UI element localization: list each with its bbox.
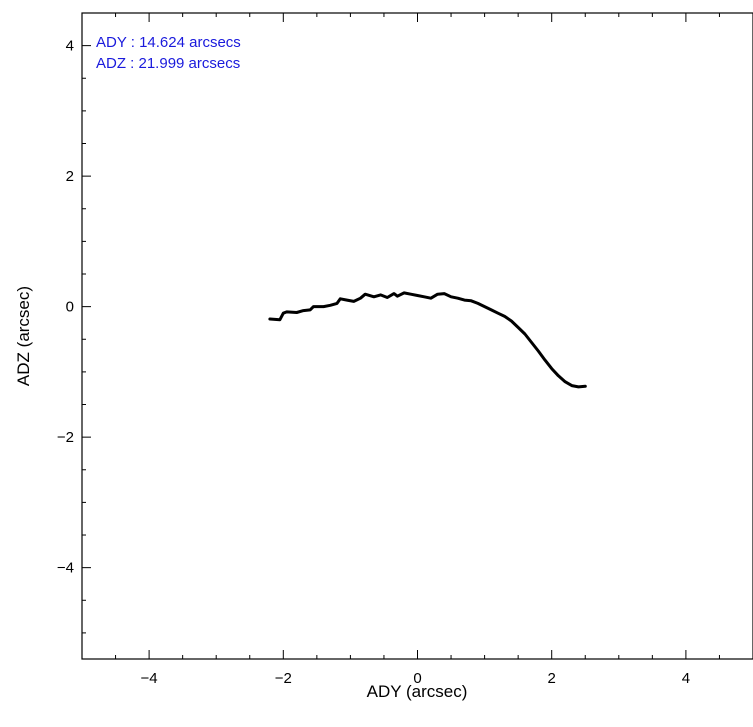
tick-group <box>82 13 720 659</box>
y-tick-label: 4 <box>66 38 74 55</box>
plot-frame <box>81 12 753 660</box>
x-tick-label: −2 <box>275 670 292 687</box>
y-axis-label: ADZ (arcsec) <box>14 286 33 386</box>
x-tick-label: 0 <box>413 670 421 687</box>
trajectory-line <box>268 291 587 389</box>
y-tick-labels: 4 2 0 −2 −4 <box>57 38 74 577</box>
x-tick-label: −4 <box>141 670 158 687</box>
x-tick-labels: −4 −2 0 2 4 <box>141 670 691 687</box>
y-tick-label: 0 <box>66 299 74 316</box>
x-axis-label: ADY (arcsec) <box>367 682 468 701</box>
y-tick-label: −4 <box>57 560 74 577</box>
y-tick-label: 2 <box>66 168 74 185</box>
adz-annotation: ADZ : 21.999 arcsecs <box>96 55 240 72</box>
x-tick-label: 4 <box>682 670 690 687</box>
ady-annotation: ADY : 14.624 arcsecs <box>96 34 241 51</box>
y-tick-label: −2 <box>57 429 74 446</box>
x-tick-label: 2 <box>548 670 556 687</box>
